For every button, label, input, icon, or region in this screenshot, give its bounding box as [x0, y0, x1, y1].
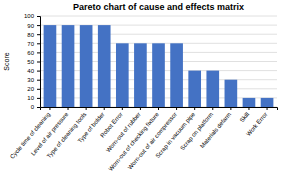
grid-line	[40, 25, 277, 26]
bar	[134, 43, 147, 107]
tick-mark	[37, 43, 40, 44]
grid-line	[40, 16, 277, 17]
tick-label: 80	[27, 32, 34, 38]
tick-label: 50	[27, 59, 34, 65]
tick-mark	[104, 107, 105, 110]
tick-mark	[86, 107, 87, 110]
tick: 70	[27, 41, 40, 47]
tick-mark	[248, 107, 249, 110]
bar	[170, 43, 183, 107]
tick: 60	[27, 50, 40, 56]
tick: 40	[27, 68, 40, 74]
tick-label: Type of bolder	[77, 111, 106, 144]
tick-mark	[194, 107, 195, 110]
tick-label: Scrap on platform	[179, 111, 214, 151]
grid-line	[40, 34, 277, 35]
chart: Cycle time of cleaningLevel of air press…	[0, 0, 285, 177]
x-axis: Cycle time of cleaningLevel of air press…	[9, 107, 278, 172]
tick-mark	[230, 107, 231, 110]
plot: Cycle time of cleaningLevel of air press…	[9, 13, 278, 172]
bar	[152, 43, 165, 107]
tick-mark	[68, 107, 69, 110]
tick-mark	[122, 107, 123, 110]
tick: Work Error	[245, 107, 268, 137]
tick-mark	[140, 107, 141, 110]
tick-label: 60	[27, 50, 34, 56]
bar	[80, 25, 93, 107]
tick-label: 100	[24, 13, 35, 19]
axis-line	[37, 17, 41, 108]
bar	[62, 25, 75, 107]
bar	[206, 71, 219, 107]
tick: 10	[27, 95, 40, 101]
tick: 80	[27, 32, 40, 38]
tick-label: Materials defarm	[199, 111, 232, 149]
tick: 30	[27, 77, 40, 83]
tick-mark	[37, 25, 40, 26]
tick-label: 0	[31, 104, 35, 110]
bar	[116, 43, 129, 107]
tick-label: 20	[27, 86, 34, 92]
tick: 0	[31, 104, 40, 110]
tick-mark	[37, 107, 40, 108]
bar	[261, 98, 274, 107]
bar	[98, 25, 111, 107]
tick-mark	[37, 80, 40, 81]
tick-mark	[37, 71, 40, 72]
tick-mark	[176, 107, 177, 110]
tick-label: 10	[27, 95, 34, 101]
bar	[225, 80, 238, 107]
tick: 100	[24, 13, 40, 19]
bar	[44, 25, 57, 107]
tick: 20	[27, 86, 40, 92]
axis-line	[41, 108, 278, 111]
bar	[188, 71, 201, 107]
y-axis: 0 10 20 30 40 50 60 70 80 90 100	[24, 13, 41, 110]
tick-mark	[37, 34, 40, 35]
tick-mark	[37, 16, 40, 17]
tick: 50	[27, 59, 40, 65]
tick-label: 90	[27, 23, 34, 29]
tick-mark	[267, 107, 268, 110]
bar	[243, 98, 256, 107]
tick-mark	[212, 107, 213, 110]
tick: Skill	[239, 107, 251, 123]
tick-label: Work Error	[245, 111, 268, 137]
tick-label: 30	[27, 77, 34, 83]
tick: Worn-out of rubber	[105, 107, 142, 153]
tick-label: 70	[27, 41, 34, 47]
tick-mark	[37, 52, 40, 53]
tick-label: Skill	[239, 111, 251, 123]
grid	[40, 16, 277, 107]
tick-label: 40	[27, 68, 34, 74]
tick: Scrap on platform	[179, 107, 214, 151]
tick-mark	[37, 98, 40, 99]
tick-mark	[49, 107, 50, 110]
tick: Type of bolder	[77, 107, 106, 144]
tick-mark	[37, 89, 40, 90]
title: Pareto chart of cause and effects matrix	[73, 2, 244, 12]
tick: Materials defarm	[199, 107, 232, 149]
tick-mark	[158, 107, 159, 110]
bars	[44, 25, 274, 107]
y-axis-title: Score	[3, 52, 10, 70]
tick: 90	[27, 23, 40, 29]
tick-mark	[37, 62, 40, 63]
